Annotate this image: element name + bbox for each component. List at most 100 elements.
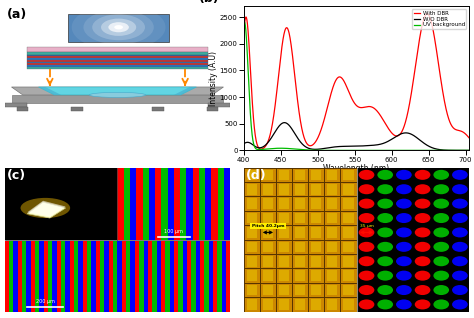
Bar [221, 241, 226, 312]
Y-axis label: Intensity (A.U): Intensity (A.U) [209, 51, 218, 106]
Bar [122, 241, 126, 312]
Bar [53, 241, 57, 312]
Bar [27, 47, 208, 52]
Bar [311, 227, 321, 238]
Bar [295, 241, 305, 252]
Bar [27, 52, 208, 55]
Bar [327, 184, 337, 195]
Bar [135, 241, 139, 312]
Circle shape [359, 170, 374, 180]
Bar [263, 213, 273, 223]
Circle shape [452, 256, 468, 266]
Bar [113, 241, 118, 312]
Bar [246, 198, 257, 209]
Bar [343, 213, 354, 223]
Bar [295, 169, 305, 180]
Bar [311, 241, 321, 252]
Bar [31, 241, 35, 312]
Circle shape [359, 285, 374, 295]
Bar [263, 227, 273, 238]
Text: (a): (a) [7, 8, 27, 21]
Bar [226, 241, 230, 312]
Circle shape [396, 184, 412, 194]
Bar [343, 241, 354, 252]
Bar [295, 256, 305, 266]
Bar [109, 241, 113, 312]
Circle shape [377, 184, 393, 194]
Bar [156, 241, 161, 312]
Bar [208, 103, 230, 107]
Circle shape [359, 242, 374, 252]
Bar [246, 184, 257, 195]
Bar [246, 270, 257, 281]
Bar [57, 241, 61, 312]
Legend: With DBR, W/O DBR, UV background: With DBR, W/O DBR, UV background [412, 9, 466, 29]
Bar [327, 227, 337, 238]
Bar [27, 60, 208, 61]
Bar [263, 184, 273, 195]
Circle shape [396, 227, 412, 238]
Bar [263, 285, 273, 295]
Bar [327, 213, 337, 223]
Circle shape [396, 271, 412, 281]
Circle shape [433, 242, 449, 252]
Circle shape [433, 170, 449, 180]
Circle shape [396, 285, 412, 295]
Bar [153, 107, 164, 112]
Bar [65, 241, 70, 312]
Text: (d): (d) [246, 169, 267, 182]
Bar [279, 227, 289, 238]
Bar [187, 241, 191, 312]
Bar [311, 184, 321, 195]
Polygon shape [174, 87, 196, 95]
Bar [311, 256, 321, 266]
Ellipse shape [20, 198, 70, 218]
Bar [168, 168, 174, 240]
Circle shape [396, 213, 412, 223]
Bar [27, 241, 31, 312]
Bar [343, 299, 354, 310]
Circle shape [359, 227, 374, 238]
Circle shape [452, 300, 468, 309]
Bar [180, 168, 186, 240]
Bar [311, 270, 321, 281]
Bar [68, 14, 169, 42]
Bar [343, 184, 354, 195]
Bar [87, 241, 91, 312]
Circle shape [377, 285, 393, 295]
Bar [91, 241, 96, 312]
Bar [199, 168, 205, 240]
Circle shape [433, 285, 449, 295]
Circle shape [359, 300, 374, 309]
Bar [295, 299, 305, 310]
Ellipse shape [109, 22, 129, 32]
Bar [191, 241, 196, 312]
Bar [343, 227, 354, 238]
Bar [246, 169, 257, 180]
Bar [205, 168, 211, 240]
Bar [327, 270, 337, 281]
Bar [22, 241, 27, 312]
Circle shape [415, 199, 430, 209]
Circle shape [452, 199, 468, 209]
Bar [196, 241, 200, 312]
Bar [155, 168, 161, 240]
Circle shape [452, 271, 468, 281]
Bar [213, 241, 217, 312]
Circle shape [377, 242, 393, 252]
Bar [100, 241, 104, 312]
Bar [9, 241, 13, 312]
Ellipse shape [72, 4, 165, 50]
Circle shape [377, 271, 393, 281]
Bar [5, 103, 27, 107]
Bar [246, 241, 257, 252]
Ellipse shape [101, 18, 136, 36]
Ellipse shape [114, 25, 123, 29]
Bar [279, 213, 289, 223]
Ellipse shape [83, 10, 154, 45]
Bar [27, 67, 208, 69]
Bar [96, 241, 100, 312]
Bar [207, 107, 218, 112]
Bar [144, 241, 148, 312]
Bar [295, 213, 305, 223]
